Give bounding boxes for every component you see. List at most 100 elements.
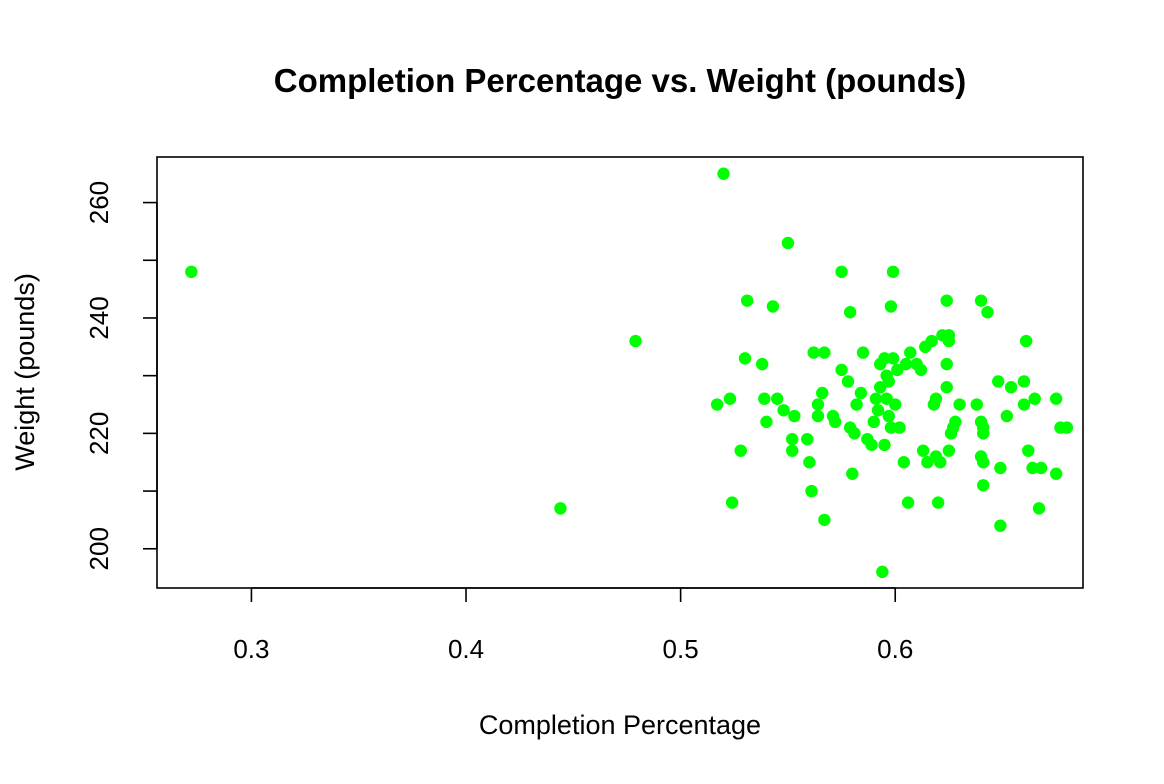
- chart-title: Completion Percentage vs. Weight (pounds…: [274, 62, 966, 99]
- data-point: [738, 352, 752, 365]
- data-point: [878, 438, 891, 452]
- data-point: [882, 409, 895, 423]
- data-point: [725, 496, 739, 509]
- data-point: [992, 375, 1005, 388]
- data-point: [1017, 375, 1031, 388]
- data-point: [805, 484, 818, 498]
- data-point: [850, 398, 863, 411]
- data-point: [1022, 444, 1035, 457]
- data-point: [897, 456, 911, 469]
- data-point: [871, 404, 885, 417]
- data-point: [994, 519, 1007, 532]
- data-point: [1049, 392, 1063, 405]
- data-point: [940, 381, 953, 394]
- data-point: [807, 346, 820, 359]
- data-point: [811, 398, 825, 411]
- data-point: [884, 300, 898, 313]
- plot-frame: [156, 156, 1084, 589]
- data-point: [854, 386, 868, 400]
- data-point: [865, 438, 878, 452]
- data-point: [734, 444, 747, 457]
- x-axis: 0.3 0.4 0.5 0.6: [233, 587, 913, 664]
- data-point: [1017, 398, 1031, 411]
- data-point: [801, 432, 814, 446]
- x-axis-label: Completion Percentage: [479, 710, 761, 740]
- data-point: [777, 404, 790, 417]
- data-point: [914, 363, 928, 377]
- data-point: [816, 386, 829, 400]
- data-point: [740, 294, 754, 307]
- data-point: [867, 415, 880, 429]
- data-point: [953, 398, 966, 411]
- data-point: [886, 352, 900, 365]
- data-point: [994, 461, 1007, 475]
- data-point: [723, 392, 737, 405]
- data-point: [841, 375, 855, 388]
- data-point: [934, 456, 947, 469]
- data-point: [977, 479, 990, 492]
- data-point: [1034, 461, 1048, 475]
- data-point: [1049, 467, 1063, 480]
- data-point: [940, 294, 953, 307]
- data-point: [1000, 409, 1014, 423]
- data-point: [803, 456, 816, 469]
- x-tick-label: 0.4: [448, 634, 484, 664]
- data-point: [1026, 461, 1039, 475]
- data-point: [1060, 421, 1074, 434]
- data-point: [856, 346, 870, 359]
- data-points: [185, 167, 1074, 579]
- data-point: [554, 502, 567, 515]
- data-point: [869, 392, 883, 405]
- data-point: [781, 236, 795, 250]
- data-point: [818, 513, 831, 527]
- data-point: [828, 415, 842, 429]
- data-point: [893, 421, 906, 434]
- data-point: [942, 334, 956, 348]
- x-tick-label: 0.5: [663, 634, 699, 664]
- data-point: [766, 300, 780, 313]
- data-point: [185, 265, 198, 279]
- data-point: [835, 265, 848, 279]
- data-point: [786, 444, 799, 457]
- data-point: [710, 398, 724, 411]
- data-point: [848, 427, 861, 440]
- x-tick-label: 0.6: [877, 634, 913, 664]
- data-point: [884, 421, 898, 434]
- data-point: [758, 392, 771, 405]
- y-tick-label: 200: [84, 527, 114, 570]
- data-point: [846, 467, 859, 480]
- data-point: [843, 306, 857, 319]
- data-point: [970, 398, 983, 411]
- data-point: [1028, 392, 1041, 405]
- y-tick-label: 240: [84, 296, 114, 339]
- data-point: [974, 294, 988, 307]
- data-point: [878, 352, 891, 365]
- x-tick-label: 0.3: [233, 634, 269, 664]
- y-axis: 200 220 240 260: [84, 181, 158, 570]
- data-point: [916, 444, 930, 457]
- data-point: [1019, 334, 1033, 348]
- data-point: [940, 357, 953, 371]
- data-point: [977, 427, 990, 440]
- data-point: [835, 363, 848, 377]
- data-point: [1004, 381, 1018, 394]
- data-point: [818, 346, 831, 359]
- data-point: [949, 415, 962, 429]
- data-point: [889, 398, 902, 411]
- y-tick-label: 220: [84, 412, 114, 455]
- data-point: [629, 334, 642, 348]
- data-point: [786, 432, 799, 446]
- data-point: [882, 375, 895, 388]
- data-point: [904, 346, 917, 359]
- data-point: [981, 306, 994, 319]
- data-point: [755, 357, 769, 371]
- data-point: [717, 167, 730, 180]
- data-point: [942, 444, 956, 457]
- y-axis-label: Weight (pounds): [10, 273, 40, 471]
- data-point: [788, 409, 801, 423]
- data-point: [886, 265, 900, 279]
- data-point: [876, 565, 889, 579]
- data-point: [811, 409, 825, 423]
- data-point: [977, 456, 990, 469]
- data-point: [1032, 502, 1046, 515]
